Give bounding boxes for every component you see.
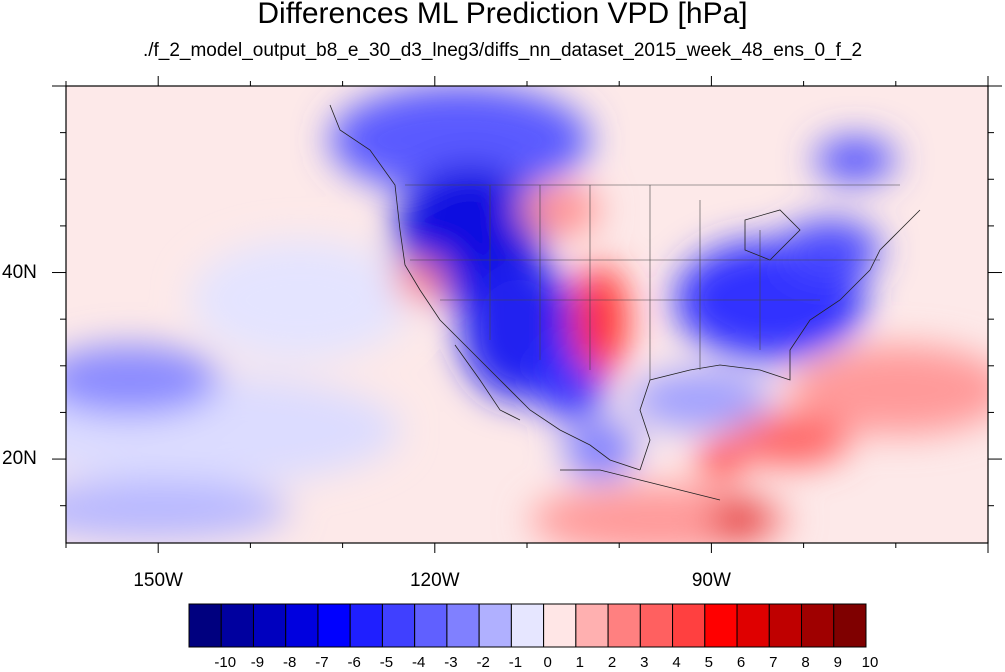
colorbar-label: 2 — [607, 654, 617, 671]
colorbar-label: 3 — [640, 654, 649, 671]
colorbar-swatch — [736, 603, 770, 648]
axis-ticks — [52, 76, 1002, 553]
colorbar-swatch — [768, 603, 803, 648]
colorbar-swatch — [414, 603, 448, 648]
colorbar-label: 10 — [861, 654, 879, 671]
colorbar-label: -4 — [411, 654, 426, 671]
map-subtitle: ./f_2_model_output_b8_e_30_d3_lneg3/diff… — [142, 40, 863, 61]
colorbar-label: -3 — [444, 654, 458, 671]
lon-label: 90W — [691, 570, 731, 591]
lat-label: 40N — [2, 261, 37, 283]
colorbar-swatch — [833, 603, 867, 648]
colorbar-label: 8 — [801, 654, 810, 671]
colorbar-swatch — [188, 603, 222, 648]
colorbar-swatch — [704, 603, 738, 648]
colorbar-swatch — [285, 603, 319, 648]
colorbar-label: -7 — [315, 654, 329, 671]
colorbar-label: 5 — [704, 654, 713, 671]
colorbar-label: -5 — [379, 654, 394, 671]
colorbar-swatch — [317, 603, 351, 648]
colorbar-swatch — [607, 603, 641, 648]
colorbar-label: -6 — [347, 654, 361, 671]
difference-field — [66, 86, 988, 543]
colorbar-label: -9 — [250, 654, 265, 671]
lon-label: 120W — [409, 570, 460, 591]
colorbar-label: 4 — [672, 654, 681, 671]
colorbar — [188, 603, 867, 648]
colorbar-swatch — [510, 603, 545, 648]
state-borders — [405, 184, 900, 380]
lat-label: 20N — [2, 448, 37, 470]
colorbar-swatch — [639, 603, 674, 648]
colorbar-swatch — [252, 603, 287, 648]
colorbar-swatch — [478, 603, 512, 648]
colorbar-swatch — [446, 603, 480, 648]
colorbar-swatch — [575, 603, 609, 648]
colorbar-label: -10 — [214, 654, 237, 671]
colorbar-label: -2 — [476, 654, 490, 671]
colorbar-label: 9 — [833, 654, 842, 671]
colorbar-swatch — [801, 603, 835, 648]
colorbar-label: -1 — [508, 654, 523, 671]
coastlines — [329, 104, 921, 501]
colorbar-label: -8 — [283, 654, 297, 671]
colorbar-label: 6 — [736, 654, 746, 671]
colorbar-label: 7 — [769, 654, 778, 671]
colorbar-label: 0 — [543, 654, 552, 671]
colorbar-swatch — [672, 603, 706, 648]
map-title: Differences ML Prediction VPD [hPa] — [257, 0, 748, 30]
colorbar-swatch — [381, 603, 416, 648]
lon-label: 150W — [133, 570, 183, 591]
colorbar-swatch — [349, 603, 383, 648]
colorbar-swatch — [220, 603, 254, 648]
colorbar-label: 1 — [575, 654, 585, 671]
colorbar-swatch — [543, 603, 577, 648]
